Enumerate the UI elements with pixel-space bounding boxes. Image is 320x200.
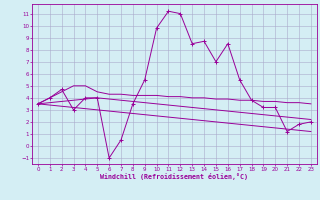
X-axis label: Windchill (Refroidissement éolien,°C): Windchill (Refroidissement éolien,°C) (100, 173, 248, 180)
